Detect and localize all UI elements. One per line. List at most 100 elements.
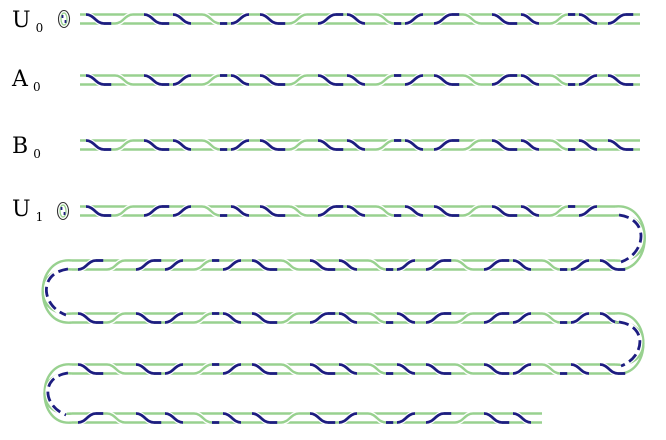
braid-u1-row1-crossing (491, 205, 511, 217)
braid-u1-row2-crossing (106, 259, 126, 271)
braid-u1-row3-crossing (222, 312, 242, 324)
braid-u0-crossing (549, 13, 569, 25)
braid-b0-crossing (549, 139, 569, 151)
braid-u1-row2-crossing (280, 259, 300, 271)
braid-u1-row1-crossing (288, 205, 308, 217)
braid-u1-row4-crossing (454, 363, 474, 375)
braid-a0-crossing (259, 74, 279, 86)
braid-u1-row4-crossing (599, 363, 619, 375)
braid-u0-crossing (317, 13, 337, 25)
braid-u1-turn4-twist (46, 371, 69, 417)
row-label-u0: U 0 (12, 8, 43, 35)
braid-u1-row5-crossing (106, 412, 126, 424)
braid-u1-row1-crossing (259, 205, 279, 217)
braid-u1-turn1-twist (618, 213, 643, 264)
braid-a0-crossing (143, 74, 163, 86)
braid-u0-crossing (433, 13, 453, 25)
row-label-u0-subscript: 0 (36, 21, 44, 35)
braid-u1-row3-crossing (106, 312, 126, 324)
braid-a0-crossing (230, 74, 250, 86)
braid-u1-row4-crossing (309, 363, 329, 375)
braid-u1-turn4 (43, 363, 73, 424)
braid-u1-row3 (72, 311, 626, 325)
braid-b0-crossing (143, 139, 163, 151)
braid-u1-row3-crossing (367, 312, 387, 324)
braid-a0-crossing (346, 74, 366, 86)
row-label-u1-letter: U (12, 197, 31, 222)
braid-u1-row2-crossing (135, 259, 155, 271)
row-label-u1: U 1 (12, 197, 43, 224)
braid-u1-row4-crossing (164, 363, 184, 375)
braid-u1-row5-crossing (193, 412, 213, 424)
braid-u1-row2-crossing (512, 259, 532, 271)
braid-u0-crossing (491, 13, 511, 25)
braid-b0-crossing (172, 139, 192, 151)
braid-b0-crossing (433, 139, 453, 151)
braid-a0-crossing (607, 74, 627, 86)
braid-u1-row4-crossing (77, 363, 97, 375)
braid-u1-row3-crossing (483, 312, 503, 324)
braid-u1-row3-crossing (396, 312, 416, 324)
braid-u0-crossing (346, 13, 366, 25)
row-label-b0-letter: B (12, 134, 28, 159)
braid-u1-row2-crossing (570, 259, 590, 271)
braid-b0-crossing (404, 139, 424, 151)
braid-u0-crossing (114, 13, 134, 25)
braid-u1-row4-crossing (251, 363, 271, 375)
braid-u1-row2-crossing (599, 259, 619, 271)
braid-u1-row5-crossing (222, 412, 242, 424)
braid-u0-crossing (520, 13, 540, 25)
braid-u1-row4-crossing (338, 363, 358, 375)
braid-u0-crossing (607, 13, 627, 25)
marker-u1-icon (56, 201, 70, 221)
braid-u1-row1-crossing (172, 205, 192, 217)
braid-b0-crossing (317, 139, 337, 151)
braid-u1-row2-crossing (251, 259, 271, 271)
braid-b0-crossing (462, 139, 482, 151)
braid-a0-crossing (201, 74, 221, 86)
braid-u1-row5-crossing (251, 412, 271, 424)
braid-a0-crossing (375, 74, 395, 86)
braid-a0-crossing (317, 74, 337, 86)
braid-u1-row1-crossing (143, 205, 163, 217)
braid-u1-row1-crossing (346, 205, 366, 217)
braid-a0-crossing (288, 74, 308, 86)
braid-u1-row1-crossing (404, 205, 424, 217)
braid-u0-crossing (259, 13, 279, 25)
braid-b0-crossing (114, 139, 134, 151)
braid-a0-crossing (520, 74, 540, 86)
braid-u0-crossing (143, 13, 163, 25)
braid-b0-crossing (375, 139, 395, 151)
braid-u1-row3-crossing (193, 312, 213, 324)
marker-icons (56, 9, 71, 221)
braid-u1-row1-crossing (520, 205, 540, 217)
braid-u1-row1 (80, 204, 615, 218)
braid-a0-crossing (491, 74, 511, 86)
row-label-u0-letter: U (12, 8, 31, 33)
braid-u1-row3-crossing (251, 312, 271, 324)
braid-u1-row3-crossing (338, 312, 358, 324)
braid-u1-turn3 (614, 312, 645, 375)
braid-u1-row1-crossing (375, 205, 395, 217)
braid-b0-crossing (607, 139, 627, 151)
braid-u1-row5-crossing (309, 412, 329, 424)
braid-b0-crossing (346, 139, 366, 151)
braid-u0 (80, 12, 640, 26)
braid-u1-row5-crossing (512, 412, 532, 424)
braid-u1-row4-crossing (367, 363, 387, 375)
braid-u0-crossing (288, 13, 308, 25)
braid-u1-row4-crossing (193, 363, 213, 375)
braid-u0-crossing (201, 13, 221, 25)
braid-a0 (80, 73, 640, 87)
braid-u1-row2-crossing (483, 259, 503, 271)
braid-u1-row4-crossing (106, 363, 126, 375)
braid-a0-crossing (114, 74, 134, 86)
braid-u1-row3-crossing (512, 312, 532, 324)
braid-u1-turn3-twist (618, 320, 642, 368)
braid-u1-row3-crossing (541, 312, 561, 324)
braid-a0-crossing (404, 74, 424, 86)
row-label-a0: A 0 (11, 67, 41, 94)
braid-u1-row1-crossing (201, 205, 221, 217)
braid-b0-crossing (85, 139, 105, 151)
